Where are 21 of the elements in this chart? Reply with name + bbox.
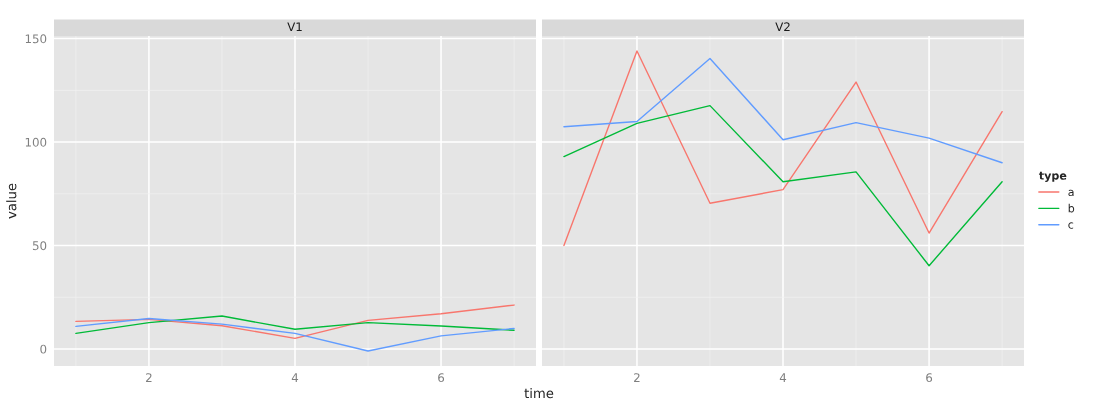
y-tick-label: 100 xyxy=(25,137,47,147)
legend-label: b xyxy=(1068,203,1075,213)
y-tick-label: 150 xyxy=(25,34,47,44)
x-tick-label: 4 xyxy=(291,373,299,382)
legend-label: c xyxy=(1068,222,1074,229)
x-axis-title: time xyxy=(524,387,554,399)
x-tick-label: 6 xyxy=(438,373,445,383)
x-tick-label: 4 xyxy=(779,373,787,382)
legend-title: type xyxy=(1038,171,1067,182)
chart-title: V1 xyxy=(287,22,302,32)
line-series xyxy=(75,317,515,352)
y-tick-label: 50 xyxy=(32,241,47,251)
x-tick-label: 2 xyxy=(634,373,640,382)
x-tick-label: 6 xyxy=(926,373,933,383)
line-series xyxy=(75,315,515,335)
y-axis-title: value xyxy=(6,183,17,219)
chart-title: V2 xyxy=(775,22,790,32)
line-series xyxy=(75,304,515,340)
x-tick-label: 2 xyxy=(146,373,152,382)
legend-label: a xyxy=(1068,189,1074,197)
y-tick-label: 0 xyxy=(40,344,47,354)
